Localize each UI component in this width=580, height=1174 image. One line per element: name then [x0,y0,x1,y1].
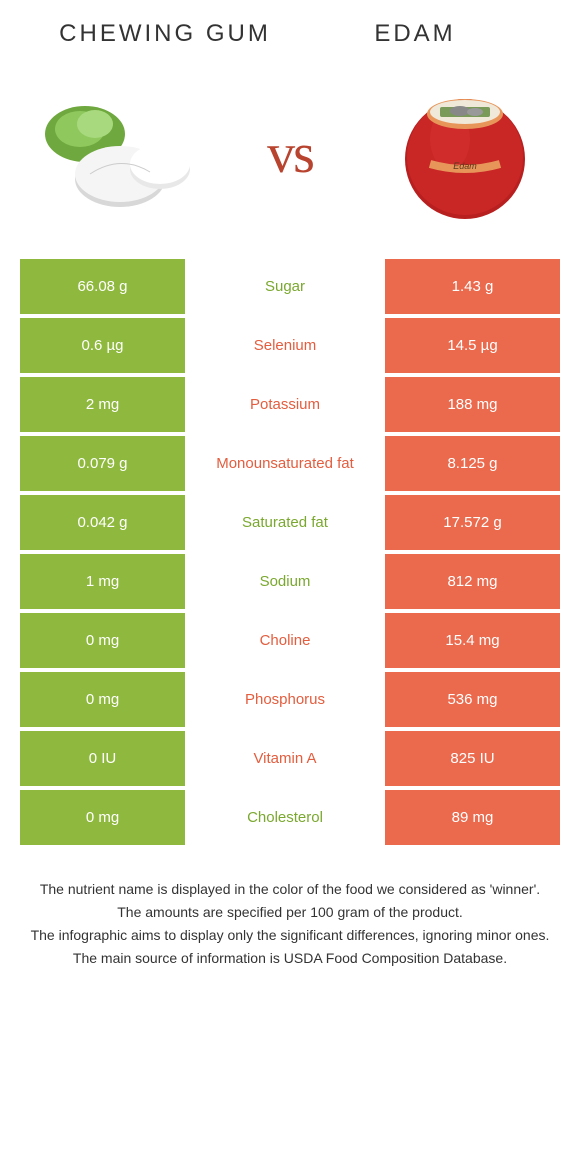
nutrition-table: 66.08 gSugar1.43 g0.6 µgSelenium14.5 µg2… [0,259,580,845]
table-row: 0 mgCholesterol89 mg [20,790,560,845]
header: Chewing gum Edam [0,0,580,59]
left-value: 66.08 g [20,259,185,314]
footer-line-1: The nutrient name is displayed in the co… [25,879,555,900]
table-row: 1 mgSodium812 mg [20,554,560,609]
edam-illustration-icon: Edam [390,79,540,229]
left-value: 0.6 µg [20,318,185,373]
right-value: 14.5 µg [385,318,560,373]
vs-label: vs [267,122,313,186]
footer-notes: The nutrient name is displayed in the co… [0,849,580,969]
left-value: 0 IU [20,731,185,786]
table-row: 66.08 gSugar1.43 g [20,259,560,314]
nutrient-label: Sugar [185,259,385,314]
gum-illustration-icon [30,84,200,224]
left-value: 0 mg [20,672,185,727]
chewing-gum-image [30,74,200,234]
right-value: 536 mg [385,672,560,727]
table-row: 0 mgPhosphorus536 mg [20,672,560,727]
nutrient-label: Monounsaturated fat [185,436,385,491]
left-value: 0.042 g [20,495,185,550]
svg-text:Edam: Edam [453,161,477,171]
right-value: 8.125 g [385,436,560,491]
footer-line-4: The main source of information is USDA F… [25,948,555,969]
nutrient-label: Potassium [185,377,385,432]
footer-line-2: The amounts are specified per 100 gram o… [25,902,555,923]
right-value: 15.4 mg [385,613,560,668]
left-value: 0 mg [20,613,185,668]
nutrient-label: Choline [185,613,385,668]
right-value: 89 mg [385,790,560,845]
nutrient-label: Saturated fat [185,495,385,550]
nutrient-label: Selenium [185,318,385,373]
title-left: Chewing gum [40,20,290,49]
edam-image: Edam [380,74,550,234]
title-right: Edam [290,20,540,49]
right-value: 812 mg [385,554,560,609]
table-row: 0 mgCholine15.4 mg [20,613,560,668]
table-row: 0.042 gSaturated fat17.572 g [20,495,560,550]
table-row: 0 IUVitamin A825 IU [20,731,560,786]
left-value: 0.079 g [20,436,185,491]
table-row: 0.6 µgSelenium14.5 µg [20,318,560,373]
table-row: 0.079 gMonounsaturated fat8.125 g [20,436,560,491]
right-value: 17.572 g [385,495,560,550]
nutrient-label: Cholesterol [185,790,385,845]
table-row: 2 mgPotassium188 mg [20,377,560,432]
left-value: 0 mg [20,790,185,845]
nutrient-label: Sodium [185,554,385,609]
nutrient-label: Phosphorus [185,672,385,727]
nutrient-label: Vitamin A [185,731,385,786]
left-value: 1 mg [20,554,185,609]
footer-line-3: The infographic aims to display only the… [25,925,555,946]
left-value: 2 mg [20,377,185,432]
right-value: 1.43 g [385,259,560,314]
right-value: 825 IU [385,731,560,786]
images-row: vs Edam [0,59,580,259]
right-value: 188 mg [385,377,560,432]
